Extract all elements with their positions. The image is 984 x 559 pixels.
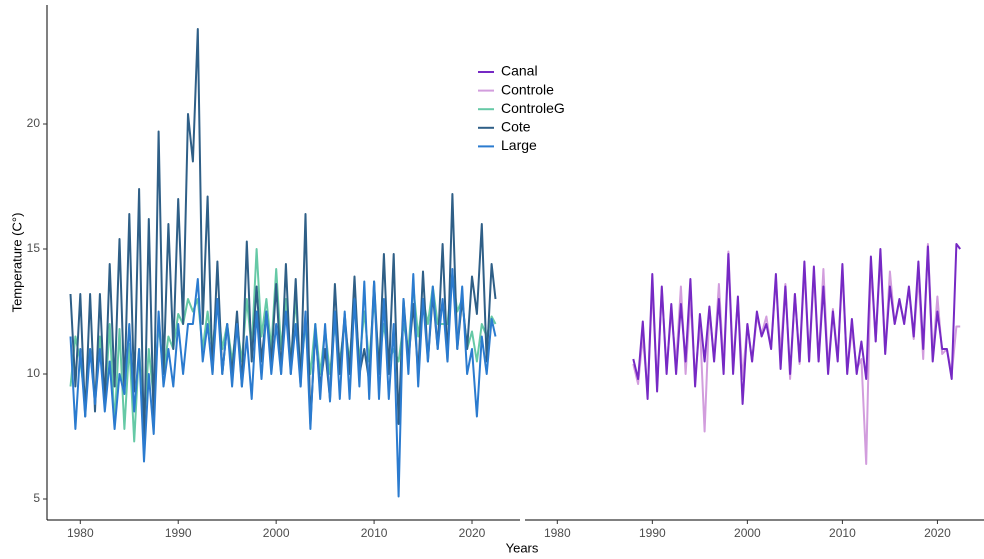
series-line xyxy=(69,28,497,450)
legend-label: Cote xyxy=(501,119,531,135)
x-tick-label: 2000 xyxy=(734,526,761,540)
x-tick-label: 2010 xyxy=(829,526,856,540)
x-tick-label: 1990 xyxy=(165,526,192,540)
y-tick-label: 20 xyxy=(27,116,41,130)
y-tick-label: 15 xyxy=(27,241,41,255)
x-tick-label: 1980 xyxy=(544,526,571,540)
x-axis-label: Years xyxy=(506,540,539,555)
y-tick-label: 10 xyxy=(27,366,41,380)
x-tick-label: 2010 xyxy=(361,526,388,540)
legend-label: Canal xyxy=(501,63,538,79)
legend-label: ControleG xyxy=(501,100,565,116)
x-tick-label: 1990 xyxy=(639,526,666,540)
y-tick-label: 5 xyxy=(33,491,40,505)
series-line xyxy=(632,243,961,405)
x-tick-label: 2020 xyxy=(924,526,951,540)
legend-label: Controle xyxy=(501,81,554,97)
x-tick-label: 2000 xyxy=(263,526,290,540)
series-line xyxy=(69,268,497,498)
x-tick-label: 1980 xyxy=(67,526,94,540)
legend-label: Large xyxy=(501,137,537,153)
x-tick-label: 2020 xyxy=(459,526,486,540)
y-axis-label: Temperature (C°) xyxy=(9,213,24,313)
series-line xyxy=(632,243,961,465)
